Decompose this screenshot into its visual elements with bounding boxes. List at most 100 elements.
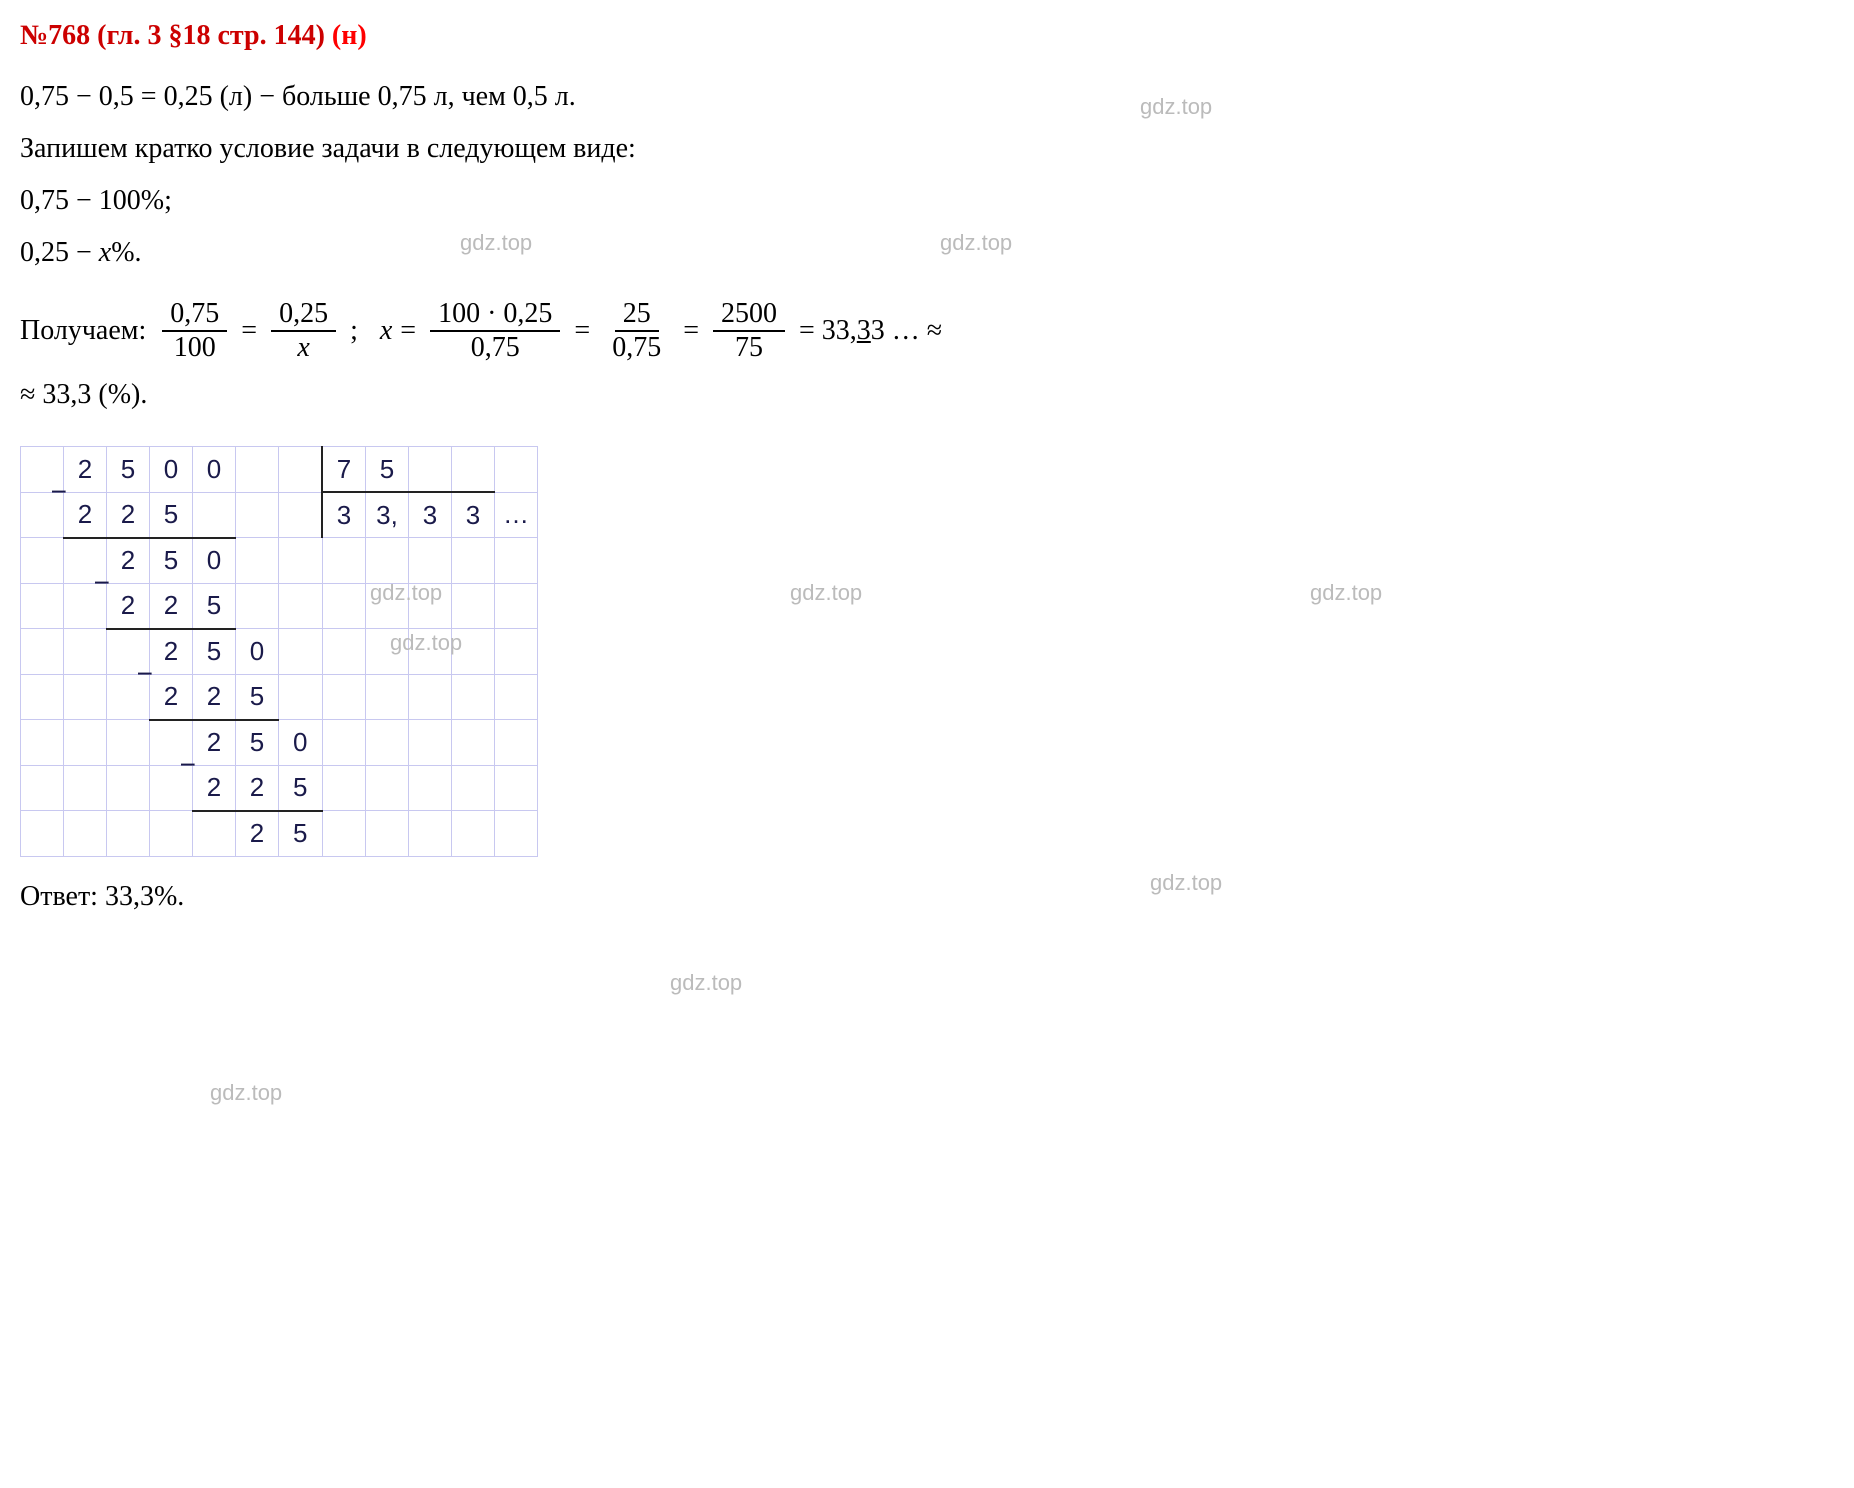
grid-cell: 2 — [64, 492, 107, 538]
grid-cell: − — [21, 447, 64, 493]
grid-cell: 2 — [150, 583, 193, 629]
answer-value: 33,3%. — [105, 881, 184, 912]
grid-cell — [279, 629, 323, 675]
grid-cell: 2 — [150, 674, 193, 720]
grid-cell: 5 — [150, 492, 193, 538]
grid-cell — [322, 811, 366, 857]
fraction-4: 25 0,75 — [604, 298, 669, 364]
formula-row: Получаем: 0,75 100 = 0,25 x ; x = 100 · … — [20, 298, 1834, 364]
grid-cell — [107, 765, 150, 811]
watermark-text: gdz.top — [210, 1080, 282, 1106]
grid-cell: 2 — [150, 629, 193, 675]
grid-cell: 2 — [193, 765, 236, 811]
grid-cell: − — [64, 538, 107, 584]
equals: = — [241, 315, 257, 347]
grid-cell: 0 — [150, 447, 193, 493]
grid-cell: 2 — [107, 492, 150, 538]
grid-cell — [366, 674, 409, 720]
grid-cell — [495, 811, 538, 857]
tail-a: = 33, — [799, 315, 857, 346]
grid-cell — [322, 583, 366, 629]
grid-cell: 3, — [366, 492, 409, 538]
grid-cell: 0 — [236, 629, 279, 675]
grid-cell — [21, 538, 64, 584]
frac-top: 100 · 0,25 — [430, 298, 560, 332]
watermark-text: gdz.top — [940, 230, 1012, 256]
grid-cell — [495, 765, 538, 811]
grid-cell — [64, 583, 107, 629]
frac-bot: x — [289, 332, 317, 364]
text-part: %. — [111, 237, 141, 268]
grid-cell — [236, 447, 279, 493]
grid-cell — [64, 765, 107, 811]
watermark-text: gdz.top — [790, 580, 862, 606]
grid-cell — [366, 720, 409, 766]
equals: = — [683, 315, 699, 347]
grid-cell: 5 — [366, 447, 409, 493]
watermark-text: gdz.top — [1140, 94, 1212, 120]
watermark-text: gdz.top — [390, 630, 462, 656]
grid-cell — [409, 720, 452, 766]
watermark-text: gdz.top — [460, 230, 532, 256]
grid-cell — [322, 765, 366, 811]
grid-cell — [279, 492, 323, 538]
grid-cell: 2 — [193, 674, 236, 720]
variable-x: x — [99, 237, 111, 268]
grid-cell — [495, 720, 538, 766]
grid-cell: 3 — [452, 492, 495, 538]
problem-number: №768 — [20, 20, 90, 51]
fraction-2: 0,25 x — [271, 298, 336, 364]
frac-top: 25 — [615, 298, 659, 332]
grid-cell — [279, 538, 323, 584]
frac-bot: 100 — [166, 332, 224, 364]
grid-cell — [322, 720, 366, 766]
frac-bot: 0,75 — [463, 332, 528, 364]
answer-line: Ответ: 33,3%. — [20, 881, 1834, 913]
grid-cell: 5 — [236, 674, 279, 720]
grid-cell — [279, 674, 323, 720]
grid-cell — [452, 538, 495, 584]
grid-cell — [452, 674, 495, 720]
grid-cell — [107, 811, 150, 857]
grid-cell — [322, 629, 366, 675]
grid-cell: 3 — [409, 492, 452, 538]
solution-line-4: 0,25 − x%. — [20, 232, 1834, 274]
grid-cell — [21, 720, 64, 766]
grid-cell — [21, 674, 64, 720]
grid-cell: 0 — [193, 538, 236, 584]
solution-line-1: 0,75 − 0,5 = 0,25 (л) − больше 0,75 л, ч… — [20, 76, 1834, 118]
text-part: 0,25 − — [20, 237, 99, 268]
grid-cell — [150, 765, 193, 811]
grid-cell — [452, 811, 495, 857]
grid-cell: 2 — [107, 583, 150, 629]
grid-cell: 5 — [193, 583, 236, 629]
watermark-text: gdz.top — [1150, 870, 1222, 896]
variable-x: x — [380, 315, 392, 347]
grid-cell — [409, 811, 452, 857]
frac-bot: 0,75 — [604, 332, 669, 364]
grid-cell — [21, 492, 64, 538]
problem-chapter: (гл. 3 §18 стр. 144) — [97, 20, 325, 51]
grid-cell — [107, 674, 150, 720]
grid-cell — [495, 629, 538, 675]
semicolon: ; — [350, 315, 372, 347]
grid-cell: − — [150, 720, 193, 766]
fraction-5: 2500 75 — [713, 298, 785, 364]
grid-cell: … — [495, 492, 538, 538]
grid-cell — [366, 538, 409, 584]
frac-top: 0,75 — [162, 298, 227, 332]
grid-cell: 2 — [64, 447, 107, 493]
grid-cell — [409, 765, 452, 811]
grid-cell — [21, 765, 64, 811]
solution-line-3: 0,75 − 100%; — [20, 180, 1834, 222]
grid-cell: 7 — [322, 447, 366, 493]
grid-cell: 0 — [193, 447, 236, 493]
grid-cell — [452, 720, 495, 766]
grid-cell: 5 — [107, 447, 150, 493]
grid-cell: 2 — [236, 811, 279, 857]
grid-cell — [452, 447, 495, 493]
grid-cell — [495, 538, 538, 584]
result-tail: = 33,33 … ≈ — [799, 315, 942, 347]
grid-cell — [366, 765, 409, 811]
equals: = — [400, 315, 416, 347]
